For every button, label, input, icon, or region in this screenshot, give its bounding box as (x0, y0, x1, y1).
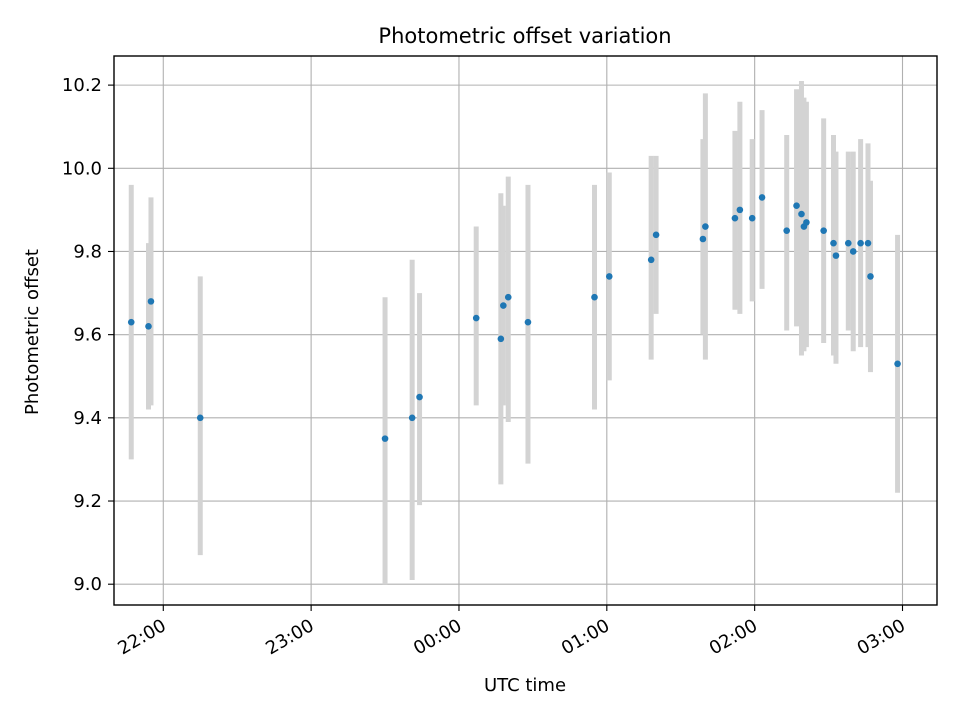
data-point (145, 323, 152, 330)
data-point (832, 252, 840, 259)
plot-area-frame (113, 55, 938, 606)
y-tick-label: 9.4 (73, 408, 102, 429)
data-point (699, 235, 707, 243)
data-point (591, 293, 598, 301)
y-tick-label: 9.2 (73, 491, 102, 512)
data-point (524, 318, 532, 326)
data-point (793, 202, 800, 210)
data-point (381, 435, 389, 442)
y-tick-label: 9.0 (73, 574, 102, 595)
data-point (702, 223, 709, 230)
y-tick-label: 10.2 (62, 75, 102, 96)
data-point (652, 231, 660, 239)
y-tick-label: 9.6 (73, 325, 102, 346)
data-point (472, 314, 480, 322)
data-point (864, 239, 872, 247)
data-point (196, 414, 204, 422)
data-point (894, 360, 901, 368)
data-point-layer (127, 194, 901, 442)
data-point (408, 414, 416, 422)
data-point (758, 194, 766, 201)
data-point (416, 393, 423, 401)
data-point (500, 302, 507, 309)
y-tick-label: 10.0 (62, 158, 102, 179)
data-point (127, 318, 135, 326)
data-point (844, 239, 852, 247)
data-point (748, 214, 756, 222)
data-point (783, 227, 790, 234)
data-point (803, 219, 810, 226)
data-point (830, 239, 837, 247)
data-point (497, 335, 505, 343)
chart-title: Photometric offset variation (378, 24, 671, 48)
x-axis-label: UTC time (484, 675, 566, 696)
data-point (605, 273, 613, 280)
data-point (504, 293, 512, 301)
y-axis-label: Photometric offset (22, 249, 43, 415)
data-point (857, 239, 864, 247)
data-point (647, 256, 655, 264)
data-point (147, 298, 155, 305)
data-point (867, 273, 874, 280)
data-point (849, 248, 857, 255)
data-point (731, 214, 739, 222)
y-tick-label: 9.8 (73, 241, 102, 262)
data-point (798, 210, 805, 218)
data-point (736, 206, 744, 214)
data-point (820, 227, 827, 234)
